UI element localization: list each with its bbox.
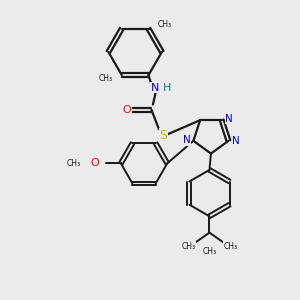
Text: N: N (183, 135, 190, 145)
Text: N: N (232, 136, 240, 146)
Text: N: N (225, 114, 233, 124)
Text: O: O (91, 158, 100, 168)
Text: N: N (151, 82, 159, 93)
Text: CH₃: CH₃ (223, 242, 237, 250)
Text: H: H (163, 82, 171, 93)
Text: CH₃: CH₃ (182, 242, 196, 250)
Text: CH₃: CH₃ (67, 159, 81, 168)
Text: CH₃: CH₃ (202, 247, 217, 256)
Text: CH₃: CH₃ (158, 20, 172, 29)
Text: S: S (159, 129, 167, 142)
Text: CH₃: CH₃ (99, 74, 113, 82)
Text: O: O (123, 105, 131, 115)
